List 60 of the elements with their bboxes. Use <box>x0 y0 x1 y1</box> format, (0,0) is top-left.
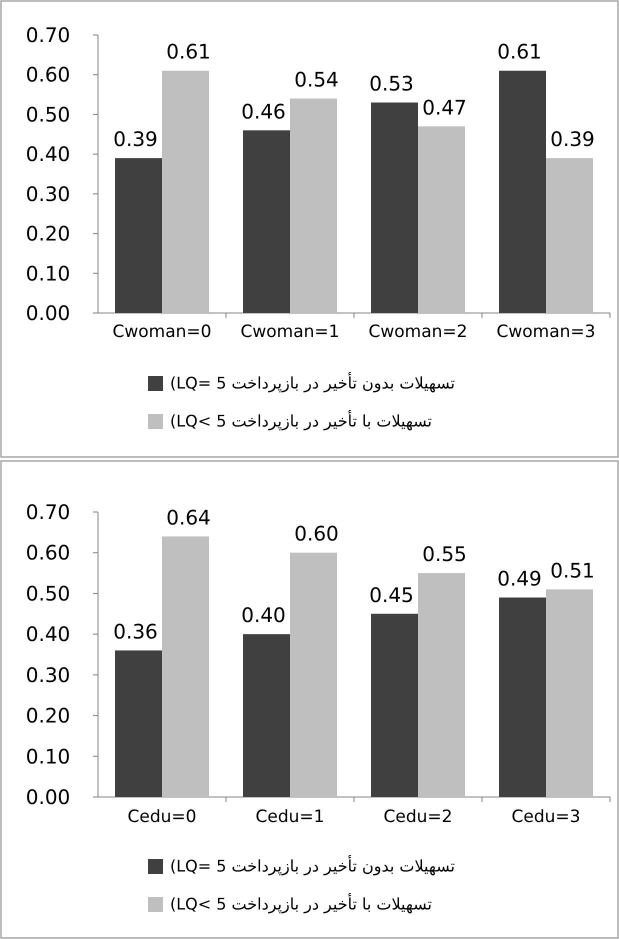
y-tick-label: 0.10 <box>26 744 70 768</box>
y-tick-label: 0.40 <box>26 622 70 646</box>
data-label: 0.40 <box>241 603 286 628</box>
legend-label: (LQ= 5 تسهیلات بدون تأخیر در بازپرداخت <box>170 854 455 876</box>
data-label: 0.39 <box>113 127 158 152</box>
y-tick-label: 0.20 <box>26 222 70 246</box>
bar <box>546 589 593 797</box>
data-label: 0.61 <box>166 40 211 64</box>
data-label: 0.47 <box>422 95 467 120</box>
data-label: 0.60 <box>294 522 339 546</box>
data-label: 0.64 <box>166 505 211 530</box>
bar <box>162 536 209 797</box>
x-tick-label: Cedu=3 <box>512 807 580 827</box>
y-tick-label: 0.10 <box>26 261 70 286</box>
y-tick-label: 0.60 <box>26 62 70 87</box>
y-tick-label: 0.70 <box>26 23 70 47</box>
legend-label: (LQ= 5 تسهیلات بدون تأخیر در بازپرداخت <box>170 372 455 392</box>
data-label: 0.39 <box>550 127 595 152</box>
y-tick-label: 0.60 <box>26 540 70 565</box>
y-tick-label: 0.00 <box>26 301 70 325</box>
y-tick-label: 0.30 <box>26 182 70 206</box>
y-tick-label: 0.20 <box>26 704 70 728</box>
bar <box>499 70 546 313</box>
y-tick-label: 0.30 <box>26 662 70 687</box>
bar <box>290 552 337 797</box>
y-tick-label: 0.50 <box>26 102 70 126</box>
data-label: 0.55 <box>422 542 467 566</box>
x-tick-label: Cwoman=1 <box>240 322 340 342</box>
y-tick-label: 0.50 <box>26 581 70 606</box>
bar <box>162 70 209 313</box>
bar <box>115 158 162 313</box>
data-label: 0.49 <box>497 566 542 590</box>
bar <box>418 126 465 313</box>
data-label: 0.36 <box>113 619 158 644</box>
legend-label: (LQ< 5 تسهیلات با تأخیر در بازپرداخت <box>170 892 432 914</box>
bar <box>371 102 418 313</box>
legend-label: (LQ< 5 تسهیلات با تأخیر در بازپرداخت <box>170 410 432 430</box>
data-label: 0.54 <box>294 68 339 92</box>
bar <box>546 158 593 313</box>
data-label: 0.45 <box>369 582 414 607</box>
x-tick-label: Cedu=2 <box>384 807 452 827</box>
x-tick-label: Cwoman=2 <box>368 322 468 342</box>
y-tick-label: 0.00 <box>26 785 70 809</box>
y-tick-label: 0.70 <box>26 500 70 524</box>
data-label: 0.61 <box>497 40 542 64</box>
bar <box>115 650 162 797</box>
bar <box>243 130 290 313</box>
x-tick-label: Cedu=1 <box>256 807 324 827</box>
bar <box>499 598 546 797</box>
bar <box>243 634 290 797</box>
y-tick-label: 0.40 <box>26 142 70 166</box>
x-tick-label: Cedu=0 <box>128 807 196 827</box>
x-tick-label: Cwoman=0 <box>112 322 212 342</box>
bar <box>371 614 418 797</box>
bar <box>418 573 465 797</box>
bar <box>290 98 337 313</box>
data-label: 0.51 <box>550 558 595 582</box>
data-label: 0.46 <box>241 99 286 124</box>
data-label: 0.53 <box>369 72 414 96</box>
x-tick-label: Cwoman=3 <box>496 322 596 342</box>
